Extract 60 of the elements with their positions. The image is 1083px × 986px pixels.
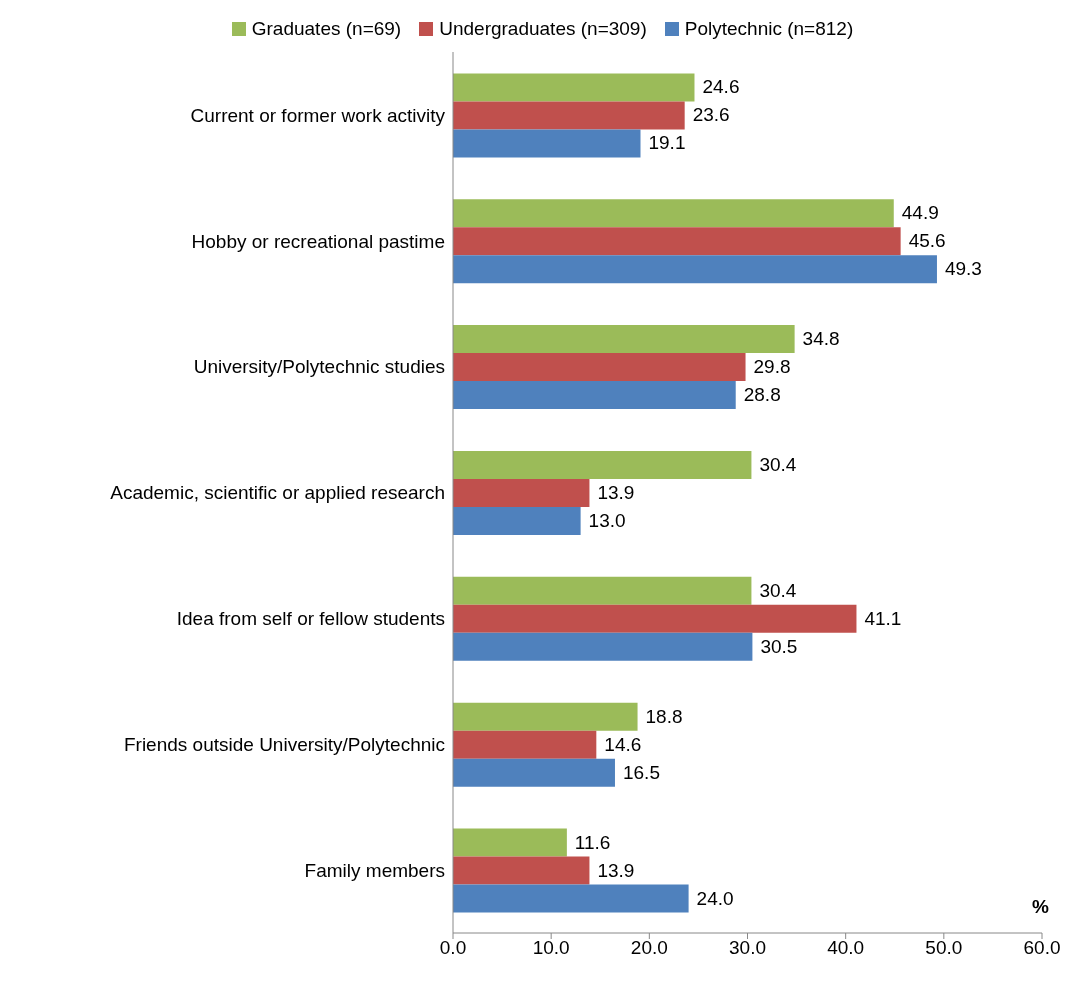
bar	[453, 506, 581, 535]
data-label: 24.0	[696, 887, 734, 909]
bar	[453, 828, 567, 857]
data-label: 13.0	[588, 509, 626, 531]
x-tick-label: 0.0	[439, 937, 467, 959]
bar	[453, 884, 689, 913]
data-label: 13.9	[597, 481, 635, 503]
y-tick-label: Family members	[304, 859, 445, 881]
bar	[453, 730, 597, 759]
bar	[453, 450, 752, 479]
bar	[453, 353, 746, 382]
data-label: 41.1	[864, 607, 902, 629]
x-tick-label: 10.0	[532, 937, 570, 959]
bar	[453, 227, 901, 256]
data-label: 45.6	[908, 230, 946, 252]
data-label: 30.5	[760, 635, 798, 657]
y-tick-label: Academic, scientific or applied research	[110, 482, 445, 504]
data-label: 24.6	[702, 76, 740, 98]
bar	[453, 478, 590, 507]
bar	[453, 255, 937, 284]
data-label: 49.3	[944, 258, 982, 280]
y-tick-label: Current or former work activity	[190, 104, 446, 126]
x-tick-label: 30.0	[729, 937, 766, 959]
legend-label: Undergraduates (n=309)	[439, 18, 647, 40]
data-label: 14.6	[604, 733, 642, 755]
data-label: 11.6	[574, 831, 611, 853]
y-tick-label: Idea from self or fellow students	[176, 608, 445, 630]
bar	[453, 576, 752, 605]
bar	[453, 604, 857, 633]
x-tick-label: 60.0	[1023, 937, 1061, 959]
legend-label: Graduates (n=69)	[251, 18, 402, 40]
bar	[453, 101, 685, 130]
bar	[453, 325, 795, 354]
data-label: 30.4	[759, 453, 797, 475]
bar	[453, 758, 615, 787]
data-label: 44.9	[901, 202, 939, 224]
bar	[453, 632, 753, 661]
x-axis-title: %	[1032, 896, 1049, 918]
x-tick-label: 20.0	[630, 937, 668, 959]
data-label: 28.8	[743, 384, 781, 406]
legend-label: Polytechnic (n=812)	[684, 18, 854, 40]
y-tick-label: Hobby or recreational pastime	[191, 230, 445, 252]
data-label: 29.8	[753, 356, 791, 378]
y-tick-label: Friends outside University/Polytechnic	[123, 733, 445, 755]
bar	[453, 73, 695, 102]
data-label: 13.9	[597, 859, 635, 881]
x-tick-label: 50.0	[925, 937, 963, 959]
data-label: 18.8	[645, 705, 683, 727]
bar	[453, 129, 641, 158]
data-label: 16.5	[622, 761, 660, 783]
data-label: 30.4	[759, 579, 797, 601]
bar	[453, 381, 736, 410]
bar	[453, 199, 894, 228]
data-label: 34.8	[802, 328, 840, 350]
x-tick-label: 40.0	[827, 937, 865, 959]
bar	[453, 856, 590, 885]
bar	[453, 702, 638, 731]
data-label: 19.1	[648, 132, 686, 154]
data-label: 23.6	[692, 104, 730, 126]
y-tick-label: University/Polytechnic studies	[193, 356, 445, 378]
